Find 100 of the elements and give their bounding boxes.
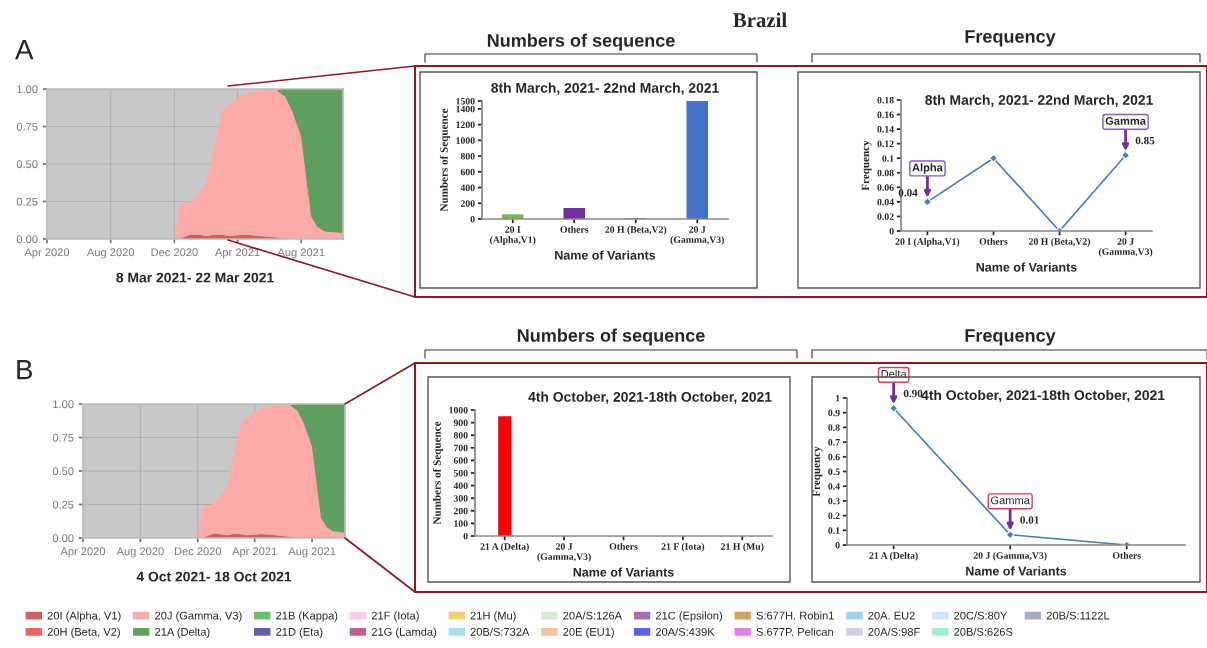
y-tick-label: 0.3 [828,497,840,505]
y-tick-label: 0.08 [877,169,894,177]
legend-label: 20B/S:626S [954,627,1013,636]
x-axis-title: Name of Variants [573,567,674,577]
x-tick-label: Others [979,237,1008,245]
y-tick-label: 1400 [456,105,475,113]
y-tick-label: 0.5 [828,468,840,476]
annotation: 0.90 [903,389,923,398]
y-tick-label: 800 [460,152,475,160]
y-tick-label: 1.00 [53,400,74,409]
x-tick-label: 20 J (Gamma,V3) [537,543,591,562]
annotation: Gamma [990,496,1030,505]
legend-label: 20A/S:439K [655,627,715,636]
y-tick-label: 500 [453,469,468,477]
y-tick-label: 400 [453,482,468,490]
y-tick-label: 0.06 [877,184,894,191]
x-tick-label: Others [560,225,589,233]
y-tick-label: 0.75 [52,433,74,442]
annotation: Gamma [1105,117,1147,125]
y-tick-label: 0.25 [52,500,74,509]
annotation: Delta [881,369,907,378]
y-tick-label: 0.6 [828,453,840,461]
y-tick-label: 0 [889,227,894,235]
x-tick-label: 20 H (Beta,V2) [605,225,667,235]
text: A [15,40,34,60]
y-axis-title: Frequency [861,140,872,191]
y-axis-title: Frequency [812,446,823,497]
y-tick-label: 0.4 [828,483,840,490]
x-tick-label: Others [1112,551,1141,559]
y-tick-label: 0.02 [877,213,894,220]
x-axis-title: Name of Variants [966,566,1067,576]
y-tick-label: 0 [463,532,468,540]
y-tick-label: 0.7 [828,439,840,446]
x-tick-label: 20 I (Alpha,V1) [490,226,536,245]
x-tick-label: Aug 2021 [288,547,336,558]
annotation: 0.85 [1135,136,1155,145]
y-tick-label: 1000 [456,137,475,144]
legend-label: 20A. EU2 [868,611,915,620]
text: B [17,360,33,380]
x-tick-label: Others [609,542,638,550]
legend-label: 20I (Alpha, V1) [47,611,121,622]
y-tick-label: 0.50 [16,160,38,169]
y-tick-label: 0.1 [882,155,894,162]
y-axis-title: Numbers of Sequence [432,421,444,525]
x-tick-label: 20 J (Gamma,V3) [1098,238,1153,257]
y-tick-label: 1.00 [17,85,38,94]
x-tick-label: Dec 2020 [174,547,222,556]
legend-label: 20B/S:1122L [1046,611,1110,620]
y-tick-label: 0.18 [877,96,894,104]
y-tick-label: 0.00 [16,235,38,244]
text: Frequency [965,329,1056,346]
legend-label: 21A (Delta) [155,627,210,638]
annotation: 0.01 [1020,516,1039,524]
chart-title: 8th March, 2021- 22nd March, 2021 [925,94,1153,107]
legend-label: 21F (Iota) [371,611,419,622]
legend-label: 20B/S:732A [470,627,530,636]
legend-label: 21B (Kappa) [276,611,338,622]
y-tick-label: 1000 [449,406,468,414]
legend-label: 21D (Eta) [276,627,323,638]
y-tick-label: 1 [835,394,840,402]
legend-label: 20E (EU1) [563,627,614,638]
x-axis-title: 8 Mar 2021- 22 Mar 2021 [116,272,274,283]
chart-title: 8th March, 2021- 22nd March, 2021 [491,82,719,95]
annotation: 0.04 [898,188,918,197]
y-tick-label: 0.12 [877,140,894,148]
y-tick-label: 0 [835,541,840,549]
y-tick-label: 0.8 [828,424,840,431]
x-axis-title: Name of Variants [976,262,1077,272]
x-tick-label: 21 F (Iota) [661,542,705,552]
legend-label: 21H (Mu) [470,611,516,622]
x-tick-label: 21 H (Mu) [721,542,764,552]
y-tick-label: 0.14 [877,126,894,133]
y-tick-label: 200 [460,200,475,207]
y-tick-label: 0.00 [52,534,74,543]
legend-label: 21C (Epsilon) [655,611,722,622]
x-tick-label: Aug 2020 [116,547,164,558]
y-tick-label: 0.75 [16,122,38,131]
chart-title: 4th October, 2021-18th October, 2021 [921,389,1165,403]
text: Numbers of sequence [517,328,705,346]
x-tick-label: 21 A (Delta) [480,542,529,552]
x-tick-label: 20 I (Alpha,V1) [895,237,960,247]
legend-label: 20A/S:126A [563,611,623,620]
x-tick-label: Dec 2020 [151,248,198,257]
y-tick-label: 300 [453,495,468,502]
x-tick-label: Apr 2021 [215,248,260,259]
y-tick-label: 100 [454,520,468,527]
x-tick-label: Aug 2020 [86,248,135,259]
y-tick-label: 900 [453,419,468,427]
legend-label: 21G (Lamda) [371,627,437,638]
y-tick-label: 0.16 [877,111,894,119]
y-tick-label: 1200 [456,121,475,129]
y-tick-label: 700 [454,444,468,452]
x-axis-title: 4 Oct 2021- 18 Oct 2021 [136,571,292,582]
y-tick-label: 1500 [456,97,475,105]
legend-label: 20A/S:98F [868,627,920,636]
chart-title: 4th October, 2021-18th October, 2021 [528,391,772,404]
y-tick-label: 0.1 [828,527,840,534]
text: Numbers of sequence [487,33,675,51]
y-tick-label: 800 [453,432,468,439]
x-tick-label: 20 J (Gamma,V3) [973,551,1047,561]
